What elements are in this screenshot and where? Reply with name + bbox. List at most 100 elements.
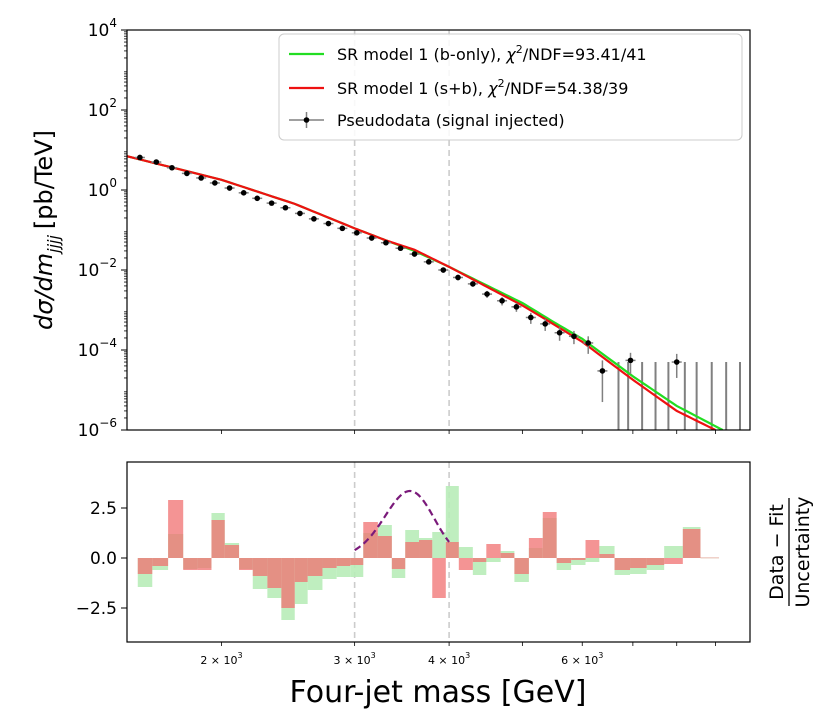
data-point <box>571 333 577 340</box>
legend-b-only-post: /NDF=93.41/41 <box>523 45 647 64</box>
residual-bar-s-plus-b <box>630 558 647 568</box>
residual-bar-s-plus-b <box>432 558 446 598</box>
data-point <box>282 204 289 211</box>
residual-bar-s-plus-b <box>500 553 515 558</box>
ratio-x-tick-label: 3 × 103 <box>333 651 375 667</box>
residual-bar-s-plus-b <box>445 542 459 558</box>
residual-bar-s-plus-b <box>458 558 473 570</box>
residual-bar-s-plus-b <box>239 558 253 570</box>
residual-bar-s-plus-b <box>377 536 392 558</box>
ratio-label-numerator: Data − Fit <box>766 504 788 600</box>
data-point <box>354 230 360 236</box>
data-point <box>268 200 275 206</box>
main-y-tick-label: 10−2 <box>78 256 117 281</box>
legend: SR model 1 (b-only), χ2/NDF=93.41/41 SR … <box>278 33 743 141</box>
data-point <box>325 220 332 227</box>
y-label-subscript: jjjj <box>44 235 63 255</box>
data-point <box>254 195 261 202</box>
data-point <box>470 281 476 287</box>
pseudodata-points <box>134 154 682 403</box>
legend-label-b-only: SR model 1 (b-only), χ2/NDF=93.41/41 <box>337 43 647 64</box>
x-axis-label: Four-jet mass [GeV] <box>290 675 587 710</box>
data-point <box>339 225 346 232</box>
y-label-main: dσ/dm <box>30 253 58 330</box>
ratio-y-axis-label: Data − Fit Uncertainty <box>766 496 814 607</box>
residual-bar-s-plus-b <box>137 558 153 574</box>
data-point <box>169 164 175 171</box>
residual-bar-s-plus-b <box>514 558 529 574</box>
data-point <box>425 259 432 265</box>
fit-curves <box>127 155 724 430</box>
residual-bar-s-plus-b <box>363 522 378 558</box>
data-point <box>153 159 160 165</box>
residual-bar-s-plus-b <box>646 558 665 565</box>
residual-bar-s-plus-b <box>599 554 615 558</box>
data-point <box>455 274 461 281</box>
residual-bar-s-plus-b <box>528 538 543 558</box>
residual-bar-b-only <box>472 558 487 575</box>
main-y-tick-label: 10−4 <box>78 336 117 361</box>
residual-bar-s-plus-b <box>197 558 212 570</box>
data-point <box>397 245 404 252</box>
residual-bar-b-only <box>486 558 501 562</box>
residual-bar-s-plus-b <box>281 558 295 608</box>
data-point <box>673 359 680 365</box>
data-point <box>627 357 634 364</box>
residual-bar-s-plus-b <box>571 558 586 560</box>
residual-bar-s-plus-b <box>585 540 600 558</box>
residual-bar-s-plus-b <box>700 557 720 559</box>
residual-bar-b-only <box>585 558 600 562</box>
legend-s-plus-b-chi: χ <box>487 79 498 98</box>
residual-bar-s-plus-b <box>419 540 433 558</box>
residual-bar-s-plus-b <box>152 558 169 566</box>
residual-bar-b-only <box>458 547 473 558</box>
legend-b-only-sq: 2 <box>516 43 523 56</box>
ratio-y-tick-label: 2.5 <box>90 499 117 519</box>
signal-dashed-curve <box>354 489 450 552</box>
main-y-tick-label: 102 <box>88 96 117 121</box>
data-point <box>212 180 218 186</box>
ratio-x-tick-label: 2 × 103 <box>200 651 242 667</box>
ratio-x-tick-label: 4 × 103 <box>428 651 470 667</box>
ratio-panel: 2.50.0−2.5 2 × 103 3 × 103 4 × 103 6 × 103 … <box>76 461 814 710</box>
data-point <box>585 340 592 346</box>
data-point <box>368 235 375 241</box>
residual-bar-b-only <box>571 558 586 565</box>
data-point <box>137 154 143 161</box>
residual-bar-s-plus-b <box>391 558 406 569</box>
data-point <box>383 239 389 246</box>
ratio-y-tick-label: 0.0 <box>90 549 117 569</box>
main-y-tick-label: 100 <box>88 176 117 201</box>
data-point <box>542 321 549 327</box>
residual-bar-s-plus-b <box>252 558 268 576</box>
main-x-ticks <box>221 430 716 434</box>
legend-label-s-plus-b: SR model 1 (s+b), χ2/NDF=54.38/39 <box>337 77 628 98</box>
data-point <box>184 170 190 177</box>
residual-bars <box>137 486 720 620</box>
residual-bar-s-plus-b <box>486 544 501 558</box>
legend-box <box>278 33 743 141</box>
legend-s-plus-b-pre: SR model 1 (s+b), <box>337 79 488 98</box>
main-y-tick-label: 10−6 <box>78 416 117 441</box>
residual-bar-s-plus-b <box>267 558 282 588</box>
ratio-x-ticks: 2 × 103 3 × 103 4 × 103 6 × 103 <box>200 642 716 667</box>
legend-swatch-pseudodata <box>289 112 324 128</box>
main-vertical-lines <box>353 30 450 430</box>
legend-s-plus-b-post: /NDF=54.38/39 <box>505 79 629 98</box>
ratio-y-ticks: 2.5 0.0 −2.5 <box>76 499 127 619</box>
legend-label-pseudodata: Pseudodata (signal injected) <box>337 111 565 130</box>
residual-bar-s-plus-b <box>542 512 557 558</box>
fit-curve-s-plus-b <box>127 155 716 430</box>
residual-bar-s-plus-b <box>168 500 184 558</box>
residual-bar-s-plus-b <box>556 558 572 563</box>
ratio-label-denominator: Uncertainty <box>792 496 814 607</box>
data-point <box>528 314 534 321</box>
data-point <box>226 185 233 191</box>
residual-bar-s-plus-b <box>183 558 198 570</box>
y-label-unit: [pb/TeV] <box>30 130 58 229</box>
data-point <box>240 190 247 196</box>
residual-bar-s-plus-b <box>307 558 323 576</box>
residual-bar-s-plus-b <box>322 558 337 568</box>
